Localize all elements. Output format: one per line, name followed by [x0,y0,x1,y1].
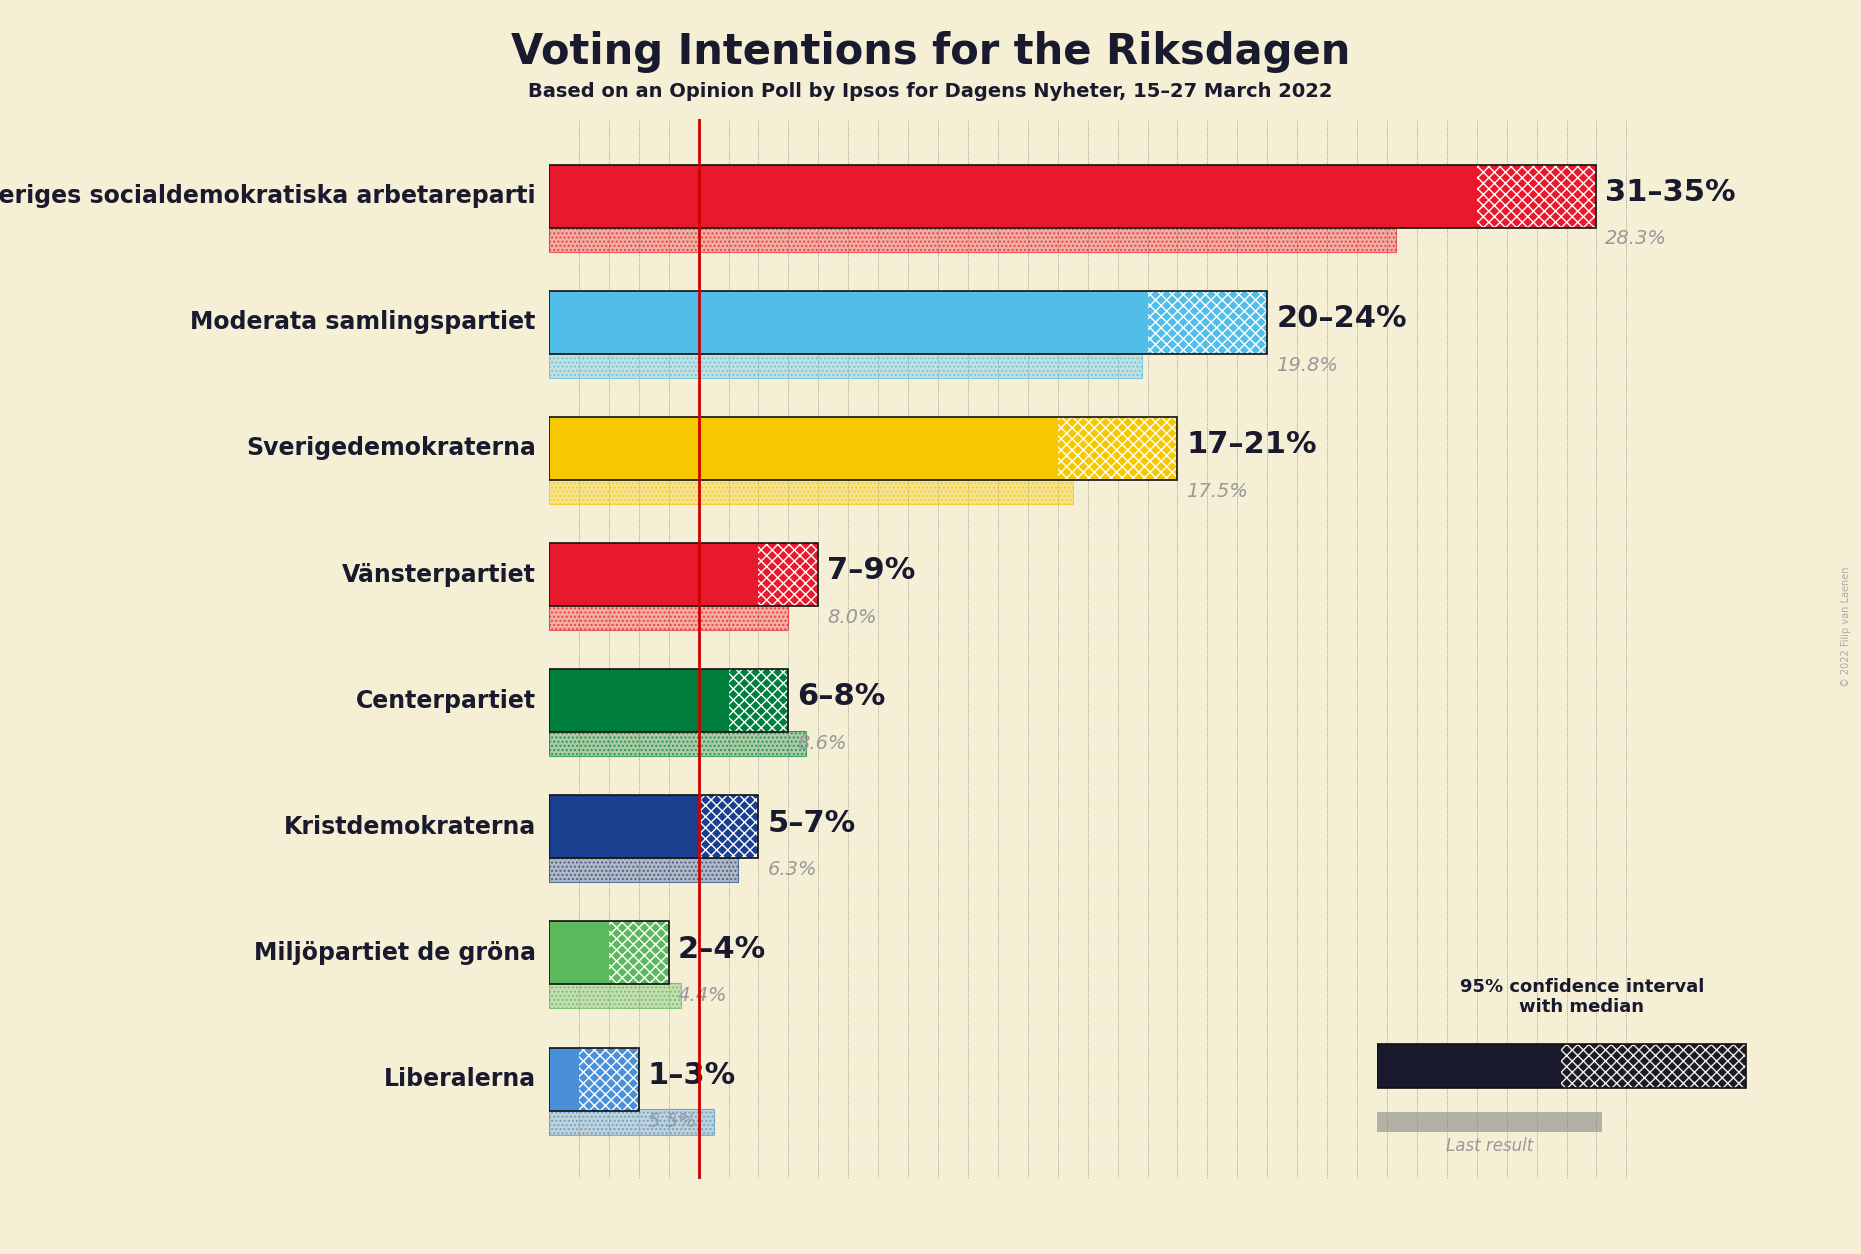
Bar [1377,1043,1561,1088]
Bar [549,1047,579,1111]
Bar [549,1110,713,1135]
Text: Liberalerna: Liberalerna [383,1067,536,1091]
Text: 4.4%: 4.4% [677,987,728,1006]
Bar [549,1110,713,1135]
Text: Sverigedemokraterna: Sverigedemokraterna [246,436,536,460]
Text: 28.3%: 28.3% [1606,229,1667,248]
Bar [759,543,819,606]
Text: 2–4%: 2–4% [677,934,767,963]
Text: 95% confidence interval
with median: 95% confidence interval with median [1459,978,1705,1017]
Text: 5–7%: 5–7% [767,809,856,838]
Bar [1478,164,1597,228]
Bar [549,543,819,606]
Bar [549,795,759,858]
Text: Sveriges socialdemokratiska arbetareparti: Sveriges socialdemokratiska arbetarepart… [0,184,536,208]
Bar [549,670,728,732]
Text: 1–3%: 1–3% [648,1061,735,1090]
Text: © 2022 Filip van Laenen: © 2022 Filip van Laenen [1841,567,1852,687]
Text: 6–8%: 6–8% [797,682,886,711]
Text: 19.8%: 19.8% [1277,356,1338,375]
Bar [1057,416,1178,480]
Text: Moderata samlingspartiet: Moderata samlingspartiet [190,310,536,335]
Text: Voting Intentions for the Riksdagen: Voting Intentions for the Riksdagen [510,31,1351,73]
Bar [549,352,1141,377]
Bar [549,227,1396,252]
Text: Centerpartiet: Centerpartiet [355,688,536,712]
Text: 6.3%: 6.3% [767,860,817,879]
Text: 17.5%: 17.5% [1187,482,1249,500]
Bar [579,1047,638,1111]
Bar [728,670,789,732]
Bar [549,416,1057,480]
Bar [549,227,1396,252]
Text: Last result: Last result [1446,1137,1533,1155]
Bar [609,922,668,984]
Text: 8.0%: 8.0% [828,608,877,627]
Bar [549,291,1267,354]
Bar [549,479,1072,504]
Bar [549,479,1072,504]
Bar [549,164,1597,228]
Bar [549,731,806,756]
Text: Based on an Opinion Poll by Ipsos for Dagens Nyheter, 15–27 March 2022: Based on an Opinion Poll by Ipsos for Da… [529,82,1332,100]
Text: 31–35%: 31–35% [1606,178,1736,207]
Bar [549,352,1141,377]
Bar [549,543,759,606]
Bar [549,416,1178,480]
Text: Kristdemokraterna: Kristdemokraterna [283,815,536,839]
Text: Miljöpartiet de gröna: Miljöpartiet de gröna [253,940,536,966]
Text: 5.5%: 5.5% [648,1112,698,1131]
Bar [1561,1043,1746,1088]
Bar [549,164,1478,228]
Bar [549,983,681,1008]
Bar [549,604,789,630]
Bar [1377,1043,1746,1088]
Bar [549,922,668,984]
Bar [549,291,1148,354]
Text: 20–24%: 20–24% [1277,303,1407,334]
Bar [549,856,737,883]
Bar [1377,1112,1602,1132]
Bar [549,795,698,858]
Bar [549,670,789,732]
Text: 7–9%: 7–9% [828,557,916,586]
Bar [549,856,737,883]
Text: 8.6%: 8.6% [797,734,847,754]
Bar [549,604,789,630]
Bar [1148,291,1267,354]
Text: Vänsterpartiet: Vänsterpartiet [342,563,536,587]
Bar [549,922,609,984]
Text: 17–21%: 17–21% [1187,430,1318,459]
Bar [549,983,681,1008]
Bar [549,1047,638,1111]
Bar [549,731,806,756]
Bar [698,795,759,858]
